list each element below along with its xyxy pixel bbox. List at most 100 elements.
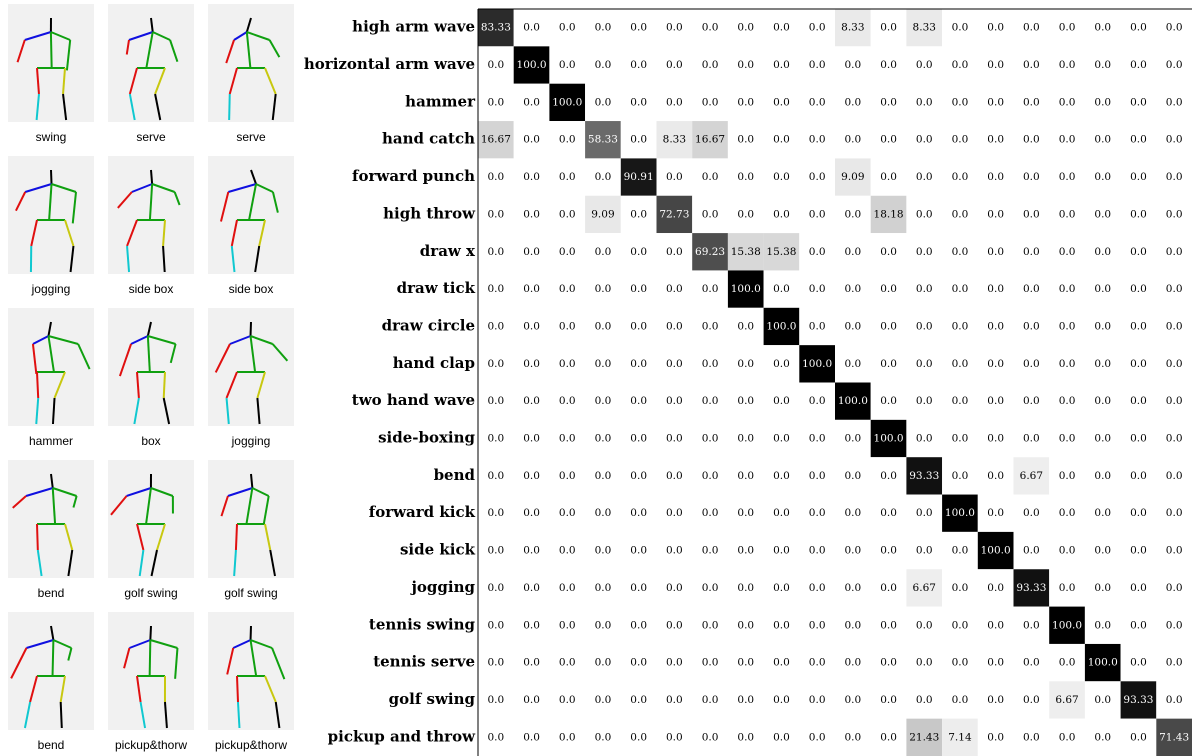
cell-label: 0.0 — [666, 246, 683, 258]
cell-label: 0.0 — [1023, 358, 1040, 370]
cell-label: 0.0 — [559, 694, 576, 706]
cell-label: 0.0 — [559, 657, 576, 669]
cell-label: 0.0 — [1130, 96, 1147, 108]
bone — [51, 32, 52, 68]
cell-label: 0.0 — [1023, 657, 1040, 669]
cell-label: 0.0 — [1023, 96, 1040, 108]
cell-label: 0.0 — [559, 507, 576, 519]
cell-label: 0.0 — [773, 470, 790, 482]
cell-label: 0.0 — [844, 283, 861, 295]
cell-label: 0.0 — [880, 96, 897, 108]
row-label: hammer — [405, 92, 476, 110]
cell-label: 0.0 — [559, 171, 576, 183]
cell-label: 0.0 — [1166, 582, 1183, 594]
cell-label: 7.14 — [948, 731, 972, 743]
cell-label: 0.0 — [987, 246, 1004, 258]
cell-label: 0.0 — [1059, 22, 1076, 34]
cell-label: 0.0 — [1094, 283, 1111, 295]
cell-label: 0.0 — [809, 395, 826, 407]
cell-label: 0.0 — [666, 283, 683, 295]
cell-label: 0.0 — [1166, 657, 1183, 669]
caption: bend — [38, 586, 65, 600]
cell-label: 0.0 — [809, 619, 826, 631]
cell-label: 0.0 — [523, 134, 540, 146]
cell-label: 0.0 — [666, 320, 683, 332]
row-label: draw x — [420, 242, 476, 260]
cell-label: 0.0 — [987, 59, 1004, 71]
cell-label: 0.0 — [1094, 246, 1111, 258]
cell-label: 0.0 — [880, 358, 897, 370]
cell-label: 0.0 — [952, 470, 969, 482]
cell-label: 0.0 — [773, 96, 790, 108]
cell-label: 0.0 — [487, 59, 504, 71]
row-label: pickup and throw — [328, 727, 476, 745]
cell-label: 0.0 — [1059, 208, 1076, 220]
cell-label: 0.0 — [952, 619, 969, 631]
cell-label: 0.0 — [559, 320, 576, 332]
cell-label: 0.0 — [630, 582, 647, 594]
cell-label: 0.0 — [737, 395, 754, 407]
cell-label: 0.0 — [952, 358, 969, 370]
caption: swing — [36, 130, 67, 144]
cell-label: 0.0 — [880, 59, 897, 71]
cell-label: 0.0 — [844, 619, 861, 631]
cell-label: 0.0 — [559, 470, 576, 482]
cell-label: 0.0 — [702, 545, 719, 557]
cell-label: 0.0 — [737, 433, 754, 445]
cell-label: 0.0 — [702, 657, 719, 669]
cell-label: 0.0 — [630, 619, 647, 631]
cell-label: 0.0 — [1059, 395, 1076, 407]
cell-label: 0.0 — [916, 134, 933, 146]
cell-label: 0.0 — [487, 96, 504, 108]
cell-label: 0.0 — [916, 283, 933, 295]
cell-label: 18.18 — [874, 208, 904, 220]
cell-label: 0.0 — [666, 395, 683, 407]
cell-label: 0.0 — [666, 619, 683, 631]
cell-label: 0.0 — [952, 657, 969, 669]
cell-label: 0.0 — [809, 246, 826, 258]
cell-label: 0.0 — [737, 731, 754, 743]
row-label: high arm wave — [352, 18, 475, 36]
cell-label: 0.0 — [1166, 134, 1183, 146]
cell-label: 0.0 — [523, 731, 540, 743]
cell-label: 0.0 — [737, 96, 754, 108]
cell-label: 0.0 — [1094, 358, 1111, 370]
cell-label: 0.0 — [916, 433, 933, 445]
cell-label: 0.0 — [773, 395, 790, 407]
cell-label: 0.0 — [952, 395, 969, 407]
cell-label: 0.0 — [952, 22, 969, 34]
cell-label: 0.0 — [630, 283, 647, 295]
cell-label: 69.23 — [695, 246, 725, 258]
cell-label: 0.0 — [630, 208, 647, 220]
cell-label: 0.0 — [666, 545, 683, 557]
cell-label: 0.0 — [630, 246, 647, 258]
cell-label: 0.0 — [1023, 246, 1040, 258]
cell-label: 0.0 — [880, 283, 897, 295]
cell-label: 0.0 — [595, 470, 612, 482]
cell-label: 0.0 — [1059, 283, 1076, 295]
cell-label: 0.0 — [559, 619, 576, 631]
cell-label: 0.0 — [666, 96, 683, 108]
cell-label: 0.0 — [1130, 731, 1147, 743]
cell-label: 0.0 — [809, 59, 826, 71]
cell-label: 0.0 — [1094, 208, 1111, 220]
cell-label: 16.67 — [695, 134, 725, 146]
bone — [237, 676, 238, 702]
cell-label: 0.0 — [1059, 358, 1076, 370]
cell-label: 0.0 — [630, 507, 647, 519]
cell-label: 0.0 — [595, 246, 612, 258]
cell-label: 0.0 — [809, 545, 826, 557]
cell-label: 0.0 — [987, 433, 1004, 445]
caption: side box — [229, 282, 274, 296]
cell-label: 0.0 — [559, 433, 576, 445]
cell-label: 0.0 — [666, 22, 683, 34]
cell-label: 0.0 — [1059, 134, 1076, 146]
cell-label: 0.0 — [702, 395, 719, 407]
cell-label: 0.0 — [844, 358, 861, 370]
cell-label: 0.0 — [630, 134, 647, 146]
cell-label: 0.0 — [880, 22, 897, 34]
cell-label: 0.0 — [880, 395, 897, 407]
cell-label: 0.0 — [916, 96, 933, 108]
cell-label: 0.0 — [1166, 545, 1183, 557]
cell-label: 0.0 — [880, 731, 897, 743]
